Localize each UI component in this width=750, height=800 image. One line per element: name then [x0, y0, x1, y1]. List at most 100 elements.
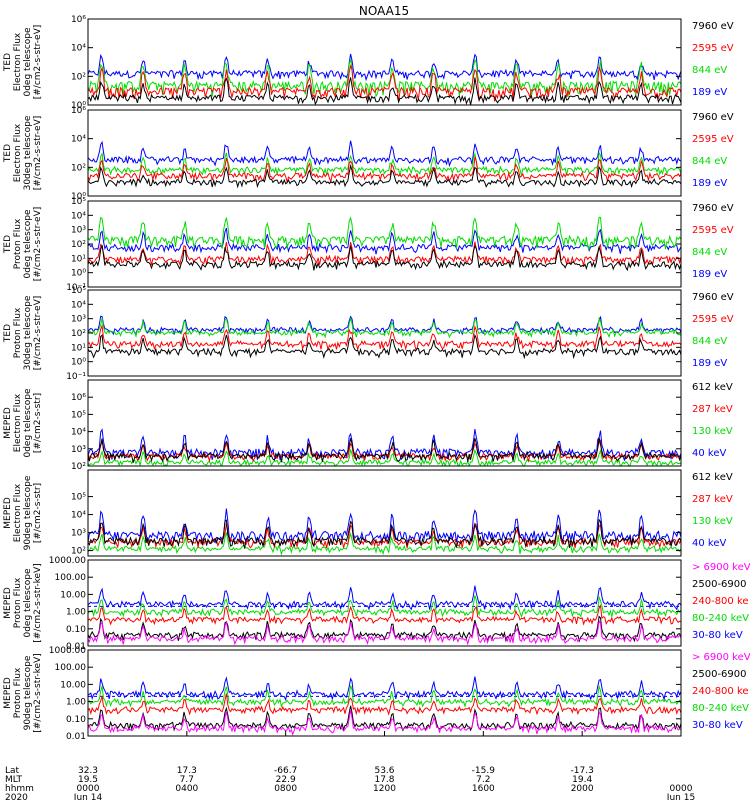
- series-trace-green: [88, 58, 681, 98]
- y-tick-label: 10⁶: [71, 106, 86, 116]
- y-tick-label: 10⁴: [71, 511, 86, 521]
- y-axis-label: MEPEDElectron Flux90deg telescope[#/cm2-…: [3, 475, 43, 550]
- panel-7: 0.01 0.10 1.00 10.00 100.00 1000.00 MEPEDProto…: [3, 556, 750, 652]
- panel-frame: [87, 109, 682, 197]
- series-trace-black: [88, 437, 681, 463]
- x-tick-label: Jun 15: [666, 793, 695, 800]
- y-tick-label: 10⁵: [71, 286, 86, 296]
- y-axis-label-line: 0deg telescope: [23, 568, 33, 638]
- y-tick-label: 10⁰: [71, 269, 86, 279]
- y-tick-label: 10¹: [71, 343, 86, 353]
- series-trace-black: [88, 333, 681, 360]
- panel-5-traces: [88, 428, 681, 466]
- y-axis-label: MEPEDElectron Flux0deg telescope[#/cm2-s…: [3, 388, 43, 458]
- y-tick-label: 1000.00: [49, 556, 86, 566]
- series-trace-red: [88, 604, 681, 626]
- x-tick-label: 7.2: [476, 775, 490, 785]
- y-tick-label: 10⁰: [71, 358, 86, 368]
- y-axis-label-line: 0deg telescope: [23, 388, 33, 458]
- series-trace-green: [88, 595, 681, 619]
- y-tick-label: 0.01: [66, 732, 86, 742]
- legend-entry: 7960 eV: [692, 203, 734, 214]
- series-trace-magenta: [88, 709, 681, 736]
- series-trace-blue: [88, 585, 681, 611]
- series-trace-red: [88, 241, 681, 266]
- panel-frame: [87, 469, 682, 557]
- legend-entry: 189 eV: [692, 358, 727, 369]
- y-tick-label: 10⁻¹: [66, 372, 86, 382]
- y-tick-label: 10.00: [60, 590, 86, 600]
- legend-entry: 2595 eV: [692, 314, 734, 325]
- legend-entry: 80-240 keV: [692, 613, 749, 624]
- panel-4: 10⁻¹ 10⁰ 10¹ 10² 10³ 10⁴ 10⁵ TEDProton Flux30de…: [3, 286, 734, 382]
- y-tick-label: 10⁴: [71, 135, 86, 145]
- y-axis-label-line: Electron Flux: [13, 483, 23, 542]
- series-trace-black: [88, 163, 681, 189]
- x-tick-label: 0000: [670, 784, 693, 794]
- series-trace-green: [88, 151, 681, 177]
- y-axis-label-line: [#/cm2-s-str-eV]: [33, 207, 43, 282]
- y-axis-label-line: [#/cm2-s-str]: [33, 393, 43, 453]
- panel-2: 10⁰ 10² 10⁴ 10⁶ TEDElectron Flux30deg telesc…: [3, 106, 734, 202]
- y-tick-label: 10¹: [71, 254, 86, 264]
- x-row-label: hhmm: [5, 784, 34, 794]
- panel-8-traces: [88, 676, 681, 736]
- y-axis-label-line: Proton Flux: [13, 307, 23, 358]
- legend-entry: 80-240 keV: [692, 703, 749, 714]
- y-axis-label-line: Proton Flux: [13, 218, 23, 269]
- y-tick-label: 10⁶: [71, 393, 86, 403]
- legend-entry: 612 keV: [692, 472, 733, 483]
- legend-entry: > 6900 keV: [692, 652, 750, 663]
- y-axis-label-line: 90deg telescope: [23, 655, 33, 730]
- legend-entry: 844 eV: [692, 247, 727, 258]
- y-tick-label: 1.00: [66, 698, 86, 708]
- series-trace-blue: [88, 676, 681, 702]
- panel-7-traces: [88, 585, 681, 646]
- x-tick-label: 22.9: [276, 775, 296, 785]
- y-axis-label-line: Proton Flux: [13, 667, 23, 718]
- series-trace-black: [88, 615, 681, 643]
- legend-entry: 2595 eV: [692, 43, 734, 54]
- panel-3: 10⁻¹ 10⁰ 10¹ 10² 10³ 10⁴ 10⁵ TEDProton Flux0deg…: [3, 197, 734, 293]
- y-tick-label: 100.00: [55, 663, 87, 673]
- x-tick-label: 32.3: [78, 766, 98, 776]
- y-tick-label: 10⁻¹: [66, 283, 86, 293]
- series-trace-black: [88, 244, 681, 272]
- legend-entry: 287 keV: [692, 494, 733, 505]
- x-tick-label: -15.9: [472, 766, 496, 776]
- y-axis-label-line: [#/cm2-s-str-eV]: [33, 25, 43, 100]
- y-tick-label: 10³: [71, 315, 86, 325]
- legend-entry: 30-80 keV: [692, 630, 743, 641]
- y-axis-label: MEPEDProton Flux90deg telescope[#/cm2-s-…: [3, 653, 43, 732]
- y-axis-label: TEDProton Flux30deg telescope[#/cm2-s-st…: [3, 295, 43, 370]
- legend-entry: 189 eV: [692, 269, 727, 280]
- y-axis-label-line: Electron Flux: [13, 32, 23, 91]
- legend-entry: 7960 eV: [692, 112, 734, 123]
- panel-3-traces: [88, 216, 681, 272]
- x-tick-label: 0400: [175, 784, 198, 794]
- y-axis-label-line: [#/cm2-s-str-eV]: [33, 296, 43, 371]
- legend-entry: 7960 eV: [692, 21, 734, 32]
- y-tick-label: 10²: [71, 72, 86, 82]
- panel-frame: [87, 559, 682, 647]
- series-trace-red: [88, 156, 681, 184]
- series-trace-red: [88, 63, 681, 102]
- legend-entry: 7960 eV: [692, 292, 734, 303]
- y-axis-label-line: MEPED: [3, 677, 13, 709]
- series-trace-red: [88, 323, 681, 352]
- panel-frame: [87, 18, 682, 106]
- series-trace-green: [88, 316, 681, 339]
- x-tick-label: 7.7: [180, 775, 194, 785]
- y-axis-label: TEDElectron Flux0deg telescope[#/cm2-s-s…: [3, 25, 43, 100]
- series-trace-red: [88, 693, 681, 716]
- y-tick-label: 10³: [71, 529, 86, 539]
- series-trace-blue: [88, 140, 681, 168]
- panel-8: 0.01 0.10 1.00 10.00 100.00 1000.00 MEPEDProto…: [3, 646, 750, 742]
- legend-entry: 844 eV: [692, 65, 727, 76]
- y-tick-label: 10.00: [60, 680, 86, 690]
- legend-entry: 844 eV: [692, 156, 727, 167]
- panel-5: 10² 10³ 10⁴ 10⁵ 10⁶ MEPEDElectron Flux0deg te…: [3, 379, 733, 472]
- x-tick-label: 0000: [77, 784, 100, 794]
- series-trace-blue: [88, 508, 681, 546]
- y-axis-label-line: 0deg telescope: [23, 209, 33, 279]
